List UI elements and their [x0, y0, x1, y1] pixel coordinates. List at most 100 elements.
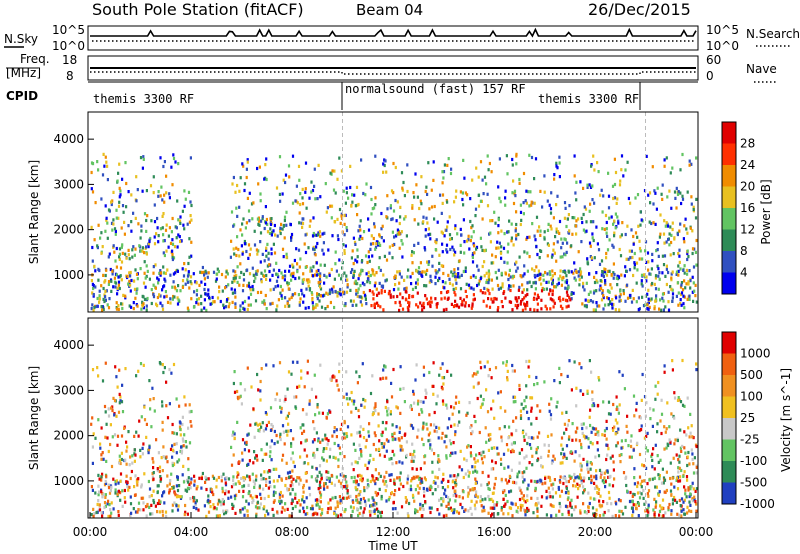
power-cell — [272, 229, 275, 233]
power-cell — [497, 218, 500, 222]
power-cell — [522, 274, 525, 278]
power-cell — [575, 198, 578, 202]
velocity-cell — [514, 400, 517, 404]
power-cell — [331, 290, 334, 294]
velocity-cell — [91, 445, 94, 449]
power-cell — [681, 194, 684, 198]
velocity-cell — [161, 400, 164, 404]
velocity-cell — [476, 470, 479, 474]
power-cell — [552, 216, 555, 220]
velocity-cell — [140, 496, 143, 500]
power-cell — [532, 297, 535, 301]
velocity-cell — [285, 461, 288, 465]
power-cell — [670, 287, 673, 291]
velocity-cell — [620, 446, 623, 450]
power-cell — [353, 240, 357, 244]
power-cell — [289, 223, 292, 227]
power-cell — [352, 299, 355, 303]
velocity-cell — [512, 395, 515, 399]
velocity-cell — [410, 459, 413, 463]
power-cell — [679, 222, 682, 226]
velocity-cell — [298, 482, 301, 486]
power-cell — [202, 270, 206, 274]
power-cell — [304, 265, 307, 269]
velocity-cell — [605, 437, 608, 441]
velocity-cell — [574, 476, 577, 480]
velocity-cell — [487, 474, 490, 478]
velocity-cell — [356, 500, 359, 504]
velocity-cell — [97, 484, 100, 488]
velocity-cell — [435, 425, 438, 429]
power-cell — [524, 303, 527, 307]
velocity-cell — [100, 478, 103, 482]
power-cell — [658, 277, 661, 281]
power-cell — [442, 170, 446, 174]
power-cell — [247, 256, 250, 260]
power-cell — [271, 273, 274, 277]
velocity-cell — [533, 383, 536, 387]
velocity-cell — [231, 433, 234, 437]
velocity-cell — [558, 509, 561, 513]
power-cell — [530, 200, 533, 204]
velocity-cell — [272, 500, 275, 504]
velocity-cell — [103, 505, 106, 510]
power-cell — [389, 206, 392, 210]
velocity-cell — [678, 460, 681, 464]
velocity-cell — [396, 511, 399, 515]
velocity-cell — [687, 486, 690, 490]
power-cell — [313, 233, 316, 237]
power-cell — [601, 289, 604, 293]
power-cell — [371, 254, 374, 258]
power-cell — [426, 221, 429, 225]
velocity-cell — [177, 458, 181, 462]
velocity-cell — [600, 504, 604, 508]
power-cell — [128, 304, 131, 308]
velocity-cell — [597, 454, 601, 458]
velocity-cell — [424, 388, 427, 392]
power-cell — [401, 255, 404, 259]
velocity-cell — [350, 476, 353, 480]
velocity-cell — [186, 480, 190, 484]
power-cell — [596, 280, 599, 284]
velocity-cell — [322, 484, 326, 488]
power-cell — [375, 271, 378, 275]
velocity-cell — [134, 510, 138, 514]
velocity-cell — [176, 460, 179, 464]
velocity-cell — [372, 457, 375, 461]
power-cell — [205, 308, 208, 312]
velocity-cell — [636, 491, 640, 495]
power-cell — [459, 296, 462, 300]
velocity-cell — [426, 427, 429, 431]
velocity-cell — [247, 449, 251, 453]
velocity-cell — [416, 435, 419, 439]
velocity-cell — [563, 431, 566, 435]
power-cell — [573, 174, 576, 178]
power-cell — [420, 271, 423, 275]
velocity-cell — [523, 470, 526, 474]
velocity-cell — [316, 500, 319, 504]
power-cell — [165, 223, 168, 227]
power-cell — [352, 271, 355, 276]
velocity-cell — [166, 460, 169, 464]
power-cell — [633, 266, 636, 270]
power-cell — [657, 254, 660, 258]
velocity-cell — [403, 433, 406, 437]
power-cell — [475, 247, 478, 251]
velocity-cell — [411, 467, 414, 471]
power-cell — [99, 236, 102, 240]
power-cell — [299, 202, 302, 207]
power-cell — [150, 288, 153, 292]
velocity-cell — [316, 503, 319, 507]
power-cell — [500, 245, 503, 249]
power-cell — [263, 302, 266, 306]
power-cell — [634, 196, 637, 200]
power-cell — [317, 293, 320, 297]
power-cell — [97, 223, 100, 227]
velocity-cell — [678, 398, 681, 402]
power-cell — [313, 184, 316, 188]
velocity-cell — [248, 478, 252, 482]
velocity-cell — [603, 433, 606, 437]
power-cell — [629, 201, 632, 205]
power-cell — [393, 235, 396, 239]
velocity-cell — [335, 435, 338, 439]
